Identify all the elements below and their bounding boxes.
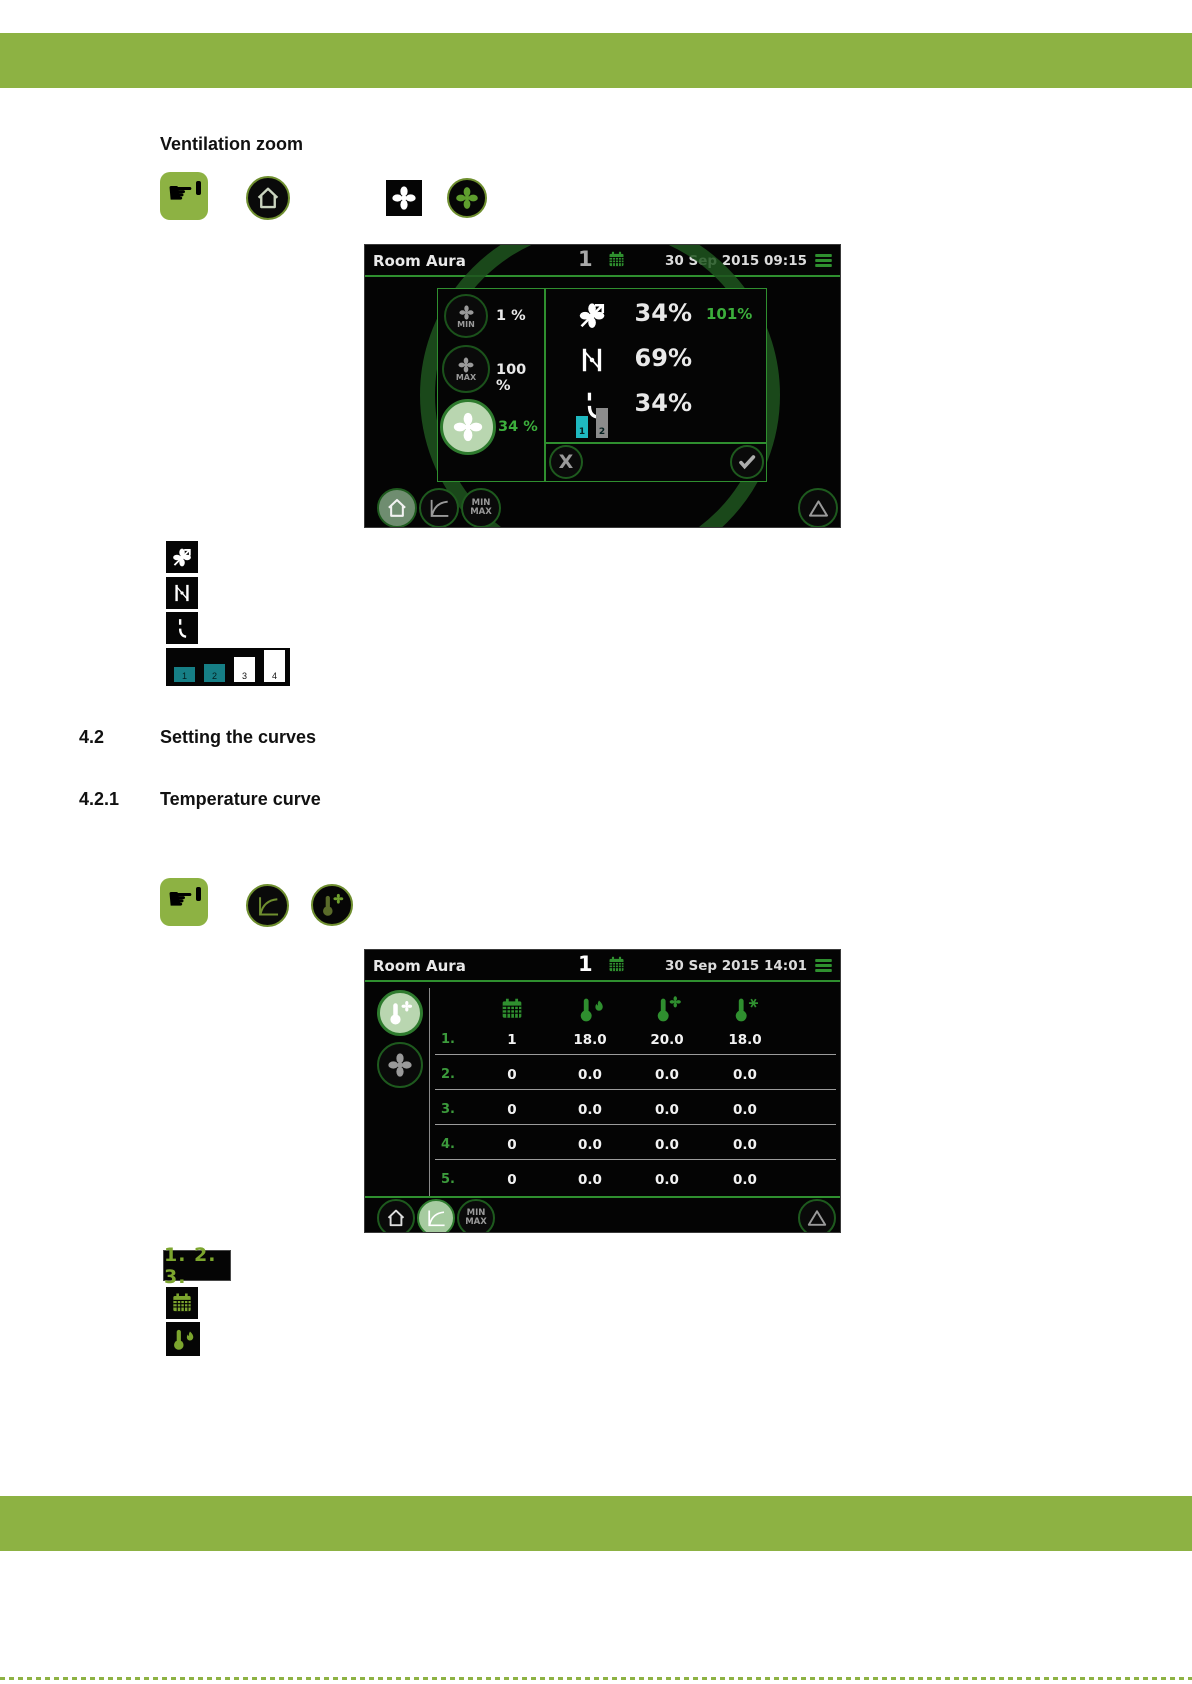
page-bottom-dashed-rule	[0, 1677, 1192, 1680]
legend-steps-icon: 1. 2. 3.	[163, 1244, 231, 1288]
max-label: MAX	[455, 373, 477, 382]
legend-zone-bars-icon: 1 2 3 4	[166, 648, 290, 686]
section-title: Setting the curves	[160, 727, 317, 747]
temperature-tab-button[interactable]	[377, 990, 423, 1036]
fan-icon	[386, 180, 422, 216]
page-number: 1	[578, 952, 593, 976]
subsection-title: Temperature curve	[160, 789, 321, 809]
fan-max-value: 100 %	[496, 362, 527, 394]
curves-button-active[interactable]	[417, 1199, 455, 1232]
room-title: Room Aura	[373, 252, 466, 270]
header-divider	[365, 980, 840, 982]
row-divider	[435, 1089, 836, 1090]
legend-heating-thermometer-icon	[166, 1322, 200, 1356]
minmax-min-label: MIN	[471, 498, 491, 508]
fan-current-value: 34 %	[498, 419, 538, 435]
fan-active-icon	[447, 178, 487, 218]
press-button-icon: ☛	[160, 878, 208, 926]
menu-icon[interactable]	[813, 955, 834, 976]
column-heating-icon	[575, 993, 607, 1025]
supply-fan-value: 34%	[634, 299, 692, 327]
damper-value: 69%	[634, 344, 692, 372]
alarm-button[interactable]	[798, 488, 838, 527]
minmax-min-label: MIN	[466, 1208, 486, 1218]
screenshot-temperature-curve: Room Aura 1 30 Sep 2015 14:01	[365, 950, 840, 1232]
row-divider	[435, 1124, 836, 1125]
supply-fan-setpoint: 101%	[706, 305, 753, 323]
row-divider	[435, 1159, 836, 1160]
zone-bar-1-label: 1	[578, 427, 586, 437]
minmax-max-label: MAX	[465, 1217, 487, 1227]
button-pill-icon	[195, 181, 201, 195]
legend-supply-fan-icon	[166, 541, 198, 573]
paragraph-heading: Ventilation zoom	[160, 134, 304, 154]
home-button[interactable]	[377, 488, 417, 527]
confirm-strip: X	[545, 443, 767, 482]
curve-icon	[428, 1209, 446, 1227]
ventilation-values-panel: 34% 101% 69% 34% 1 2	[545, 288, 767, 443]
fan-min-value: 1 %	[496, 308, 526, 324]
fan-icon	[388, 1053, 412, 1077]
ventilation-tab-button[interactable]	[377, 1042, 423, 1088]
screenshot-ventilation-zoom: Room Aura 1 30 Sep 2015 09:15 MIN 1 % MA…	[365, 245, 840, 527]
menu-icon[interactable]	[813, 250, 834, 271]
zone-bar-2-label: 2	[598, 427, 606, 437]
alarm-button[interactable]	[798, 1199, 836, 1232]
row-divider	[435, 1054, 836, 1055]
room-title: Room Aura	[373, 957, 466, 975]
minmax-button[interactable]: MIN MAX	[461, 488, 501, 527]
curves-button[interactable]	[419, 488, 459, 527]
page-bottom-band	[0, 1496, 1192, 1551]
pointing-hand-icon: ☛	[167, 176, 194, 211]
home-icon	[246, 176, 290, 220]
button-pill-icon	[195, 887, 201, 901]
column-cooling-icon	[730, 993, 762, 1025]
min-label: MIN	[457, 319, 475, 329]
home-icon	[387, 498, 407, 517]
datetime-label: 30 Sep 2015 14:01	[665, 958, 807, 974]
curve-icon	[430, 498, 450, 517]
legend-bar-2: 2	[204, 664, 225, 682]
confirm-button[interactable]	[730, 445, 764, 479]
press-button-icon: ☛	[160, 172, 208, 220]
fan-current-button[interactable]	[440, 399, 496, 455]
legend-calendar-icon	[166, 1287, 198, 1319]
legend-bar-4: 4	[264, 650, 285, 682]
legend-bar-3: 3	[234, 657, 255, 682]
fan-limits-panel: MIN 1 % MAX 100 % 34 %	[437, 288, 545, 482]
sidebar-divider	[429, 988, 430, 1196]
thermometer-fan-icon	[385, 998, 415, 1028]
curve-menu-icon	[246, 884, 289, 927]
valve-value: 34%	[634, 389, 692, 417]
zone-bar-2[interactable]: 2	[596, 408, 608, 438]
legend-valve-icon	[166, 612, 198, 644]
zone-bar-1[interactable]: 1	[576, 416, 588, 438]
minmax-max-label: MAX	[470, 507, 492, 517]
device-header: Room Aura 1 30 Sep 2015 14:01	[365, 950, 840, 980]
home-button[interactable]	[377, 1199, 415, 1232]
toolbar-divider	[365, 1196, 840, 1198]
legend-damper-icon	[166, 577, 198, 609]
fan-min-button[interactable]: MIN	[444, 294, 488, 338]
section-number: 4.2	[79, 727, 105, 747]
subsection-number: 4.2.1	[79, 789, 120, 809]
fan-max-button[interactable]: MAX	[442, 345, 490, 393]
alarm-triangle-icon	[807, 1210, 827, 1226]
pointing-hand-icon: ☛	[167, 882, 194, 917]
page-top-band	[0, 33, 1192, 88]
checkmark-icon	[739, 455, 756, 469]
home-icon	[387, 1209, 405, 1227]
cancel-button[interactable]: X	[549, 445, 583, 479]
alarm-triangle-icon	[808, 499, 828, 517]
column-ventilation-icon	[652, 993, 684, 1025]
minmax-button[interactable]: MIN MAX	[457, 1199, 495, 1232]
cancel-x-icon: X	[558, 451, 574, 473]
temperature-curve-icon	[311, 884, 353, 926]
legend-bar-1: 1	[174, 667, 195, 682]
column-curve-icon	[498, 995, 526, 1023]
